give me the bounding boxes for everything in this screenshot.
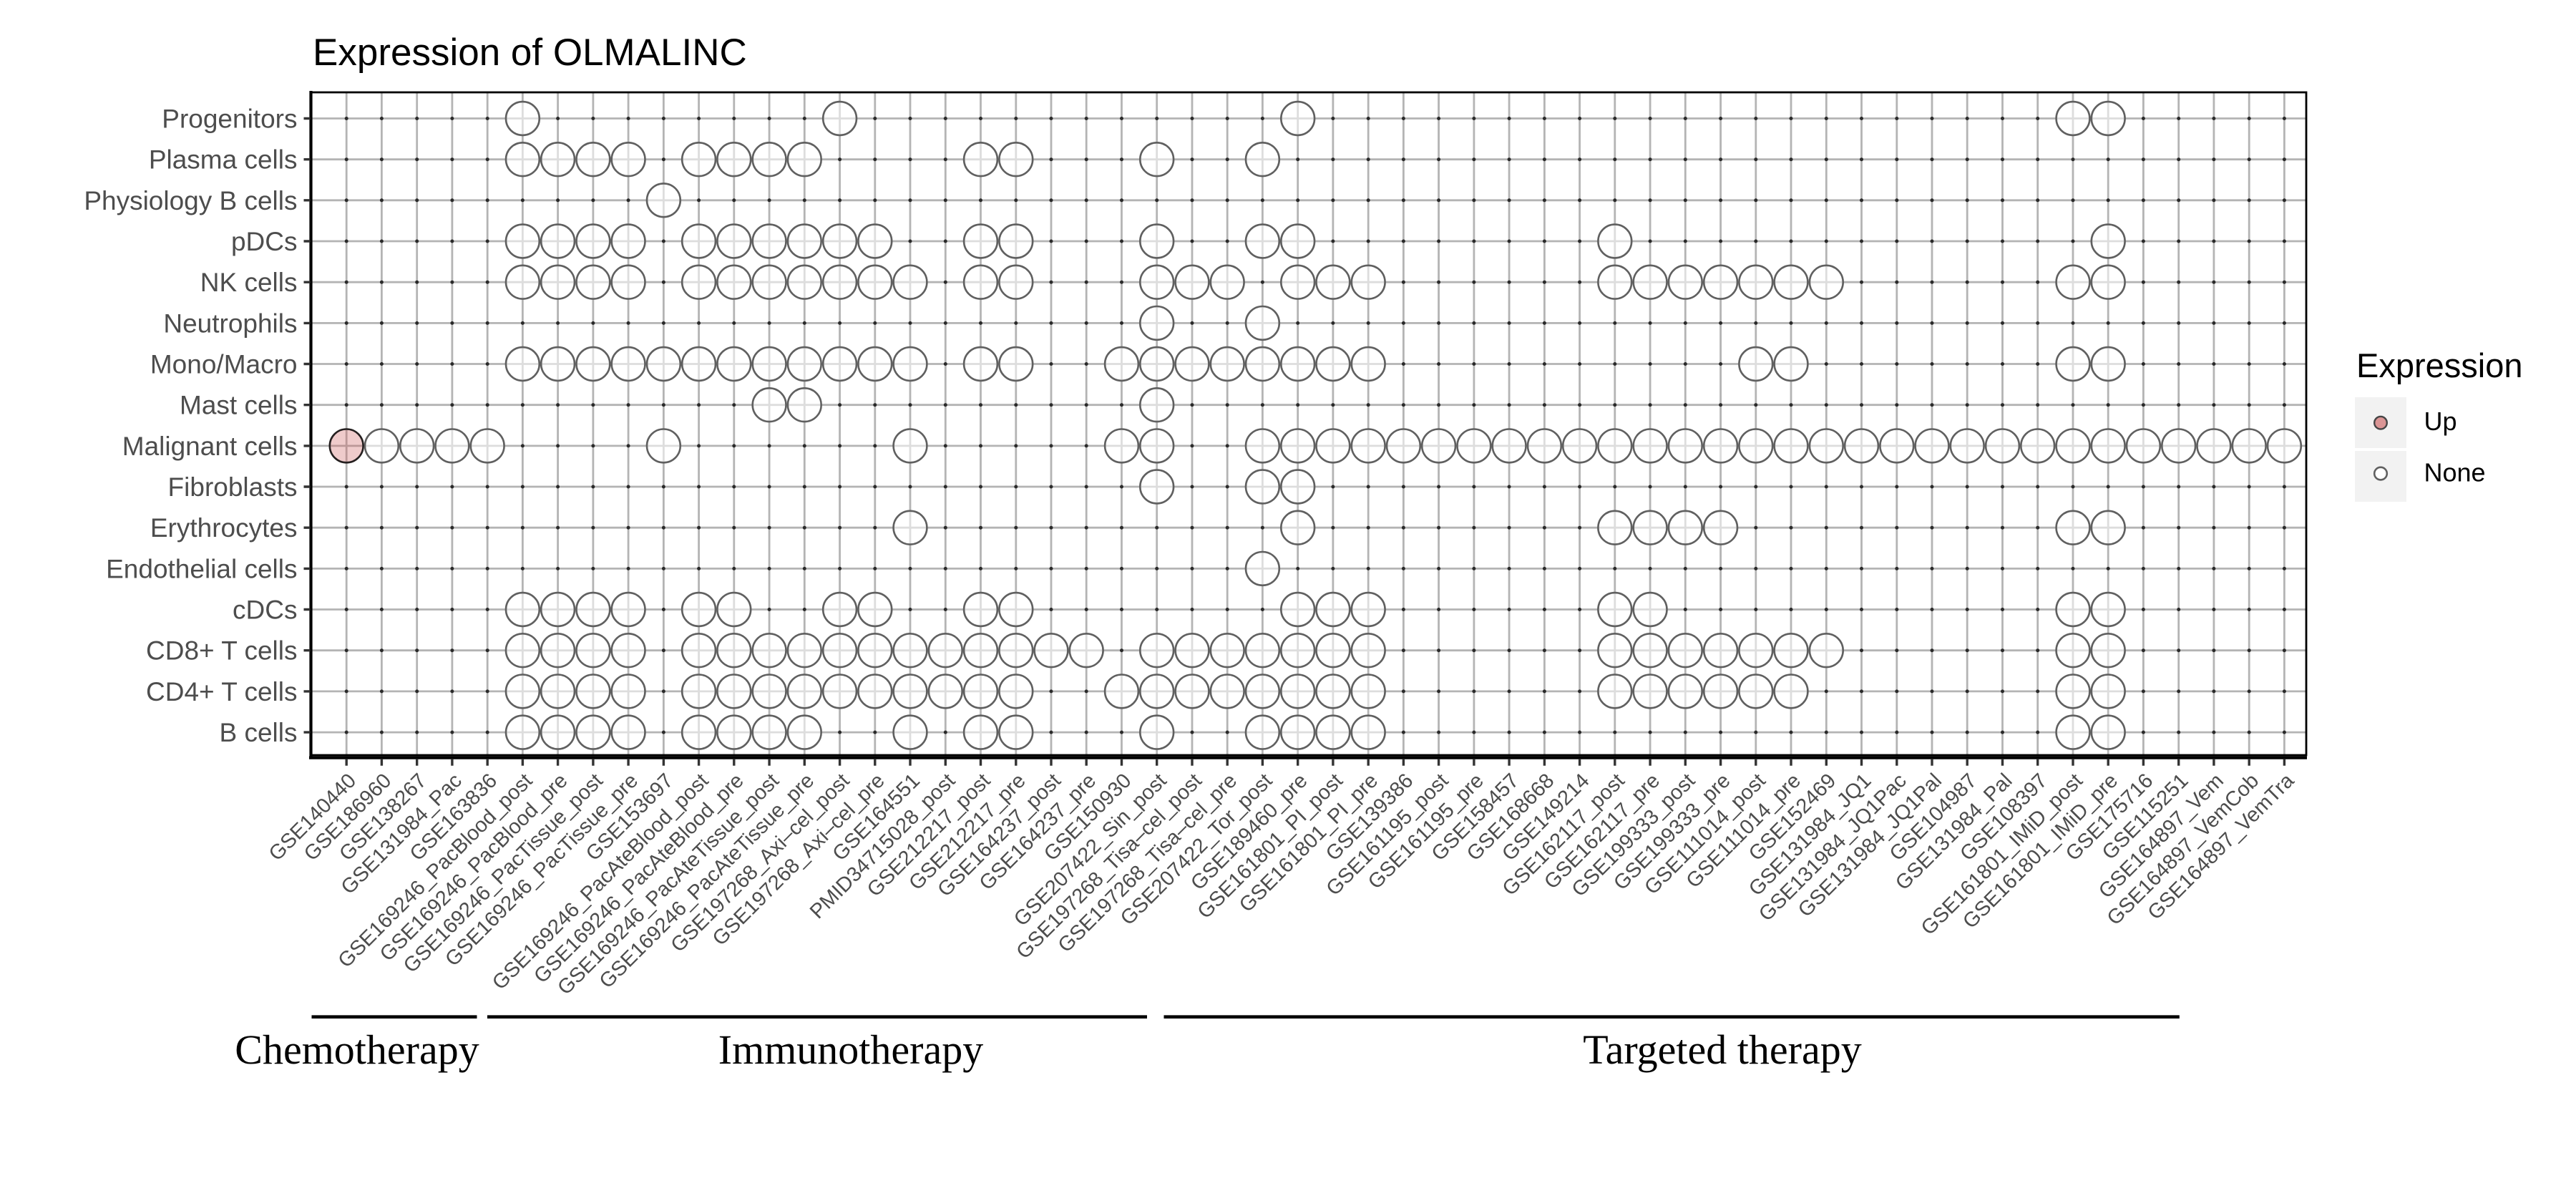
svg-text:Mast cells: Mast cells bbox=[180, 391, 297, 420]
svg-text:Expression of OLMALINC: Expression of OLMALINC bbox=[313, 31, 747, 74]
svg-text:CD8+ T cells: CD8+ T cells bbox=[146, 636, 297, 666]
svg-text:Mono/Macro: Mono/Macro bbox=[150, 350, 298, 379]
svg-text:Progenitors: Progenitors bbox=[162, 105, 297, 134]
svg-text:Physiology B cells: Physiology B cells bbox=[84, 186, 297, 215]
svg-text:Erythrocytes: Erythrocytes bbox=[150, 513, 298, 543]
svg-text:cDCs: cDCs bbox=[233, 596, 297, 625]
svg-text:Fibroblasts: Fibroblasts bbox=[168, 472, 298, 502]
svg-text:Endothelial cells: Endothelial cells bbox=[106, 554, 297, 583]
svg-text:B cells: B cells bbox=[220, 718, 298, 747]
svg-text:Neutrophils: Neutrophils bbox=[163, 308, 297, 338]
svg-text:Targeted therapy: Targeted therapy bbox=[1583, 1026, 1861, 1073]
svg-text:NK cells: NK cells bbox=[200, 268, 298, 297]
svg-text:Malignant cells: Malignant cells bbox=[122, 432, 298, 461]
svg-text:Expression: Expression bbox=[2356, 346, 2523, 384]
svg-text:CD4+ T cells: CD4+ T cells bbox=[146, 677, 297, 706]
svg-text:Immunotherapy: Immunotherapy bbox=[718, 1026, 983, 1073]
svg-text:Chemotherapy: Chemotherapy bbox=[235, 1026, 479, 1073]
svg-text:None: None bbox=[2424, 458, 2486, 487]
svg-text:Plasma cells: Plasma cells bbox=[149, 145, 298, 175]
svg-text:pDCs: pDCs bbox=[231, 227, 298, 256]
svg-text:Up: Up bbox=[2424, 407, 2457, 436]
